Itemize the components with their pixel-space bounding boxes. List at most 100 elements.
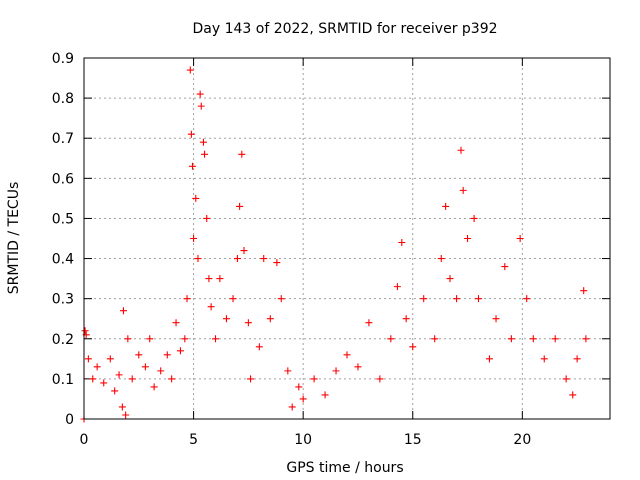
y-tick-label: 0.8 <box>52 91 74 107</box>
data-point <box>194 255 202 263</box>
data-point <box>540 355 548 363</box>
data-point <box>255 343 263 351</box>
data-point <box>122 411 130 419</box>
data-point <box>523 295 531 303</box>
data-point <box>409 343 417 351</box>
data-point <box>485 355 493 363</box>
data-point <box>273 259 281 267</box>
data-point <box>207 303 215 311</box>
y-tick-label: 0.5 <box>52 211 74 227</box>
data-point <box>157 367 165 375</box>
data-point <box>244 319 252 327</box>
y-axis-label: SRMTID / TECUs <box>6 182 22 295</box>
data-point <box>501 263 509 271</box>
data-point <box>240 247 248 255</box>
data-point <box>124 335 132 343</box>
data-point <box>437 255 445 263</box>
data-point <box>222 315 230 323</box>
data-point <box>431 335 439 343</box>
data-point <box>212 335 219 343</box>
data-point <box>529 335 537 343</box>
data-point <box>376 375 384 383</box>
data-point <box>172 319 180 327</box>
data-point <box>457 146 465 154</box>
data-point <box>310 375 318 383</box>
data-point <box>190 235 198 242</box>
data-point <box>393 283 401 291</box>
data-point <box>183 295 191 303</box>
data-point <box>128 375 136 383</box>
data-point <box>201 150 209 158</box>
data-point <box>453 295 461 303</box>
data-point <box>186 66 194 74</box>
data-point <box>168 375 176 383</box>
chart-title: Day 143 of 2022, SRMTID for receiver p39… <box>192 21 497 37</box>
data-point <box>135 351 143 359</box>
data-point <box>187 130 195 138</box>
y-tick-label: 0.2 <box>52 332 74 348</box>
data-point <box>196 90 204 98</box>
data-point <box>188 162 196 170</box>
data-point <box>470 214 478 222</box>
data-point <box>420 295 428 303</box>
data-point <box>266 315 274 323</box>
data-point <box>192 194 200 202</box>
data-point <box>562 375 570 383</box>
data-point <box>580 287 588 295</box>
y-tick-label: 0.6 <box>52 171 74 187</box>
data-point <box>84 355 92 363</box>
data-point <box>89 375 97 383</box>
data-point <box>475 295 482 303</box>
x-axis-label: GPS time / hours <box>286 460 403 476</box>
data-point <box>100 379 108 387</box>
data-point <box>464 235 472 242</box>
data-point <box>118 403 126 411</box>
data-point <box>146 335 154 343</box>
data-point <box>150 383 158 391</box>
data-point <box>569 391 577 399</box>
data-point <box>197 102 205 110</box>
data-point <box>163 351 171 359</box>
data-point <box>106 355 114 363</box>
data-point <box>236 202 244 210</box>
data-point <box>295 383 303 391</box>
data-point <box>203 214 211 222</box>
data-point <box>284 367 292 375</box>
data-point <box>299 395 307 403</box>
data-point <box>551 335 559 343</box>
data-point <box>582 335 590 343</box>
data-point <box>229 295 237 303</box>
data-point <box>119 307 127 315</box>
data-point <box>238 150 246 158</box>
data-point <box>442 202 450 210</box>
data-point <box>573 355 581 363</box>
data-point <box>354 363 362 371</box>
y-tick-label: 0.3 <box>52 292 74 308</box>
data-point <box>492 315 500 323</box>
data-point <box>321 391 329 399</box>
data-point <box>402 315 410 323</box>
data-point <box>387 335 395 343</box>
data-point <box>233 255 241 263</box>
data-point <box>81 327 89 335</box>
x-tick-label: 10 <box>294 432 312 448</box>
axis-ticks: 0 0.1 0.2 0.3 0.4 0.5 0.6 0.7 0.8 0.9 0 5 10 15 20 <box>52 51 610 448</box>
y-tick-label: 0.7 <box>52 131 74 147</box>
data-point <box>205 275 213 283</box>
data-point <box>199 138 207 146</box>
x-tick-label: 20 <box>513 432 531 448</box>
data-point <box>343 351 351 359</box>
data-point <box>176 347 184 355</box>
data-point <box>288 403 296 411</box>
y-tick-label: 0.9 <box>52 51 74 67</box>
data-point <box>459 186 467 194</box>
data-point <box>398 239 406 247</box>
data-point <box>181 335 189 343</box>
y-tick-label: 0.4 <box>52 252 74 268</box>
grid-lines <box>84 58 610 419</box>
data-point <box>277 295 285 303</box>
data-point <box>507 335 515 343</box>
data-point <box>260 255 268 263</box>
data-point <box>141 363 149 371</box>
